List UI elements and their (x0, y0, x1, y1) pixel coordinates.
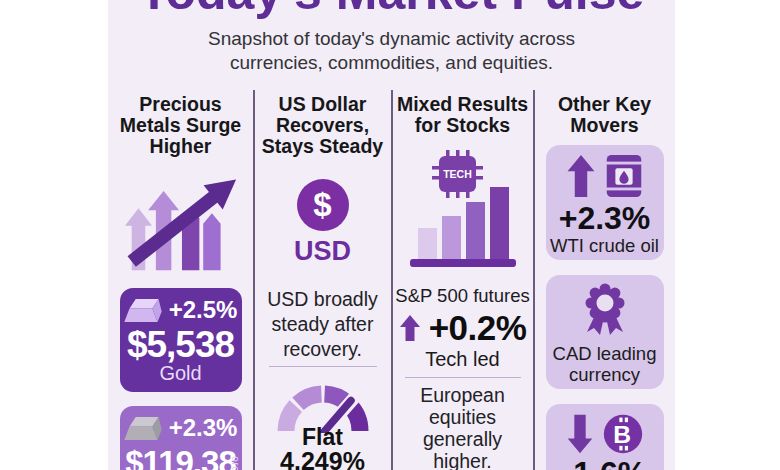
silver-card: +2.3% $119.38 ord (120, 406, 242, 470)
growth-chart-icon (121, 162, 241, 276)
tech-led-note: Tech led (392, 348, 533, 370)
tech-chip-label: TECH (443, 168, 472, 180)
column-header-movers: Other Key Movers (534, 94, 675, 136)
column-header-stocks: Mixed Results for Stocks (392, 94, 533, 136)
dollar-circle-icon: $ (297, 179, 349, 231)
dollar-section-divider (269, 366, 377, 367)
oil-barrel-icon (604, 153, 644, 199)
column-header-dollar: US Dollar Recovers, Stays Steady (254, 94, 391, 157)
medal-icon (578, 283, 632, 337)
bitcoin-icon: B (602, 413, 644, 455)
subtitle-line1: Snapshot of today's dynamic activity acr… (108, 27, 675, 51)
wti-card: +2.3% WTI crude oil (546, 145, 664, 260)
silver-bar-icon (124, 415, 162, 442)
wti-change: +2.3% (549, 203, 661, 233)
wti-label: WTI crude oil (549, 235, 661, 256)
subtitle: Snapshot of today's dynamic activity acr… (108, 27, 675, 75)
gold-card: +2.5% $5,538 Gold (120, 288, 242, 392)
gold-change: +2.5% (169, 296, 238, 324)
sp500-up-arrow-icon (399, 314, 421, 342)
silver-price: $119.38 (124, 444, 238, 470)
sp500-label: S&P 500 futures (392, 285, 533, 307)
cad-label: CAD leading currency (549, 343, 661, 385)
column-other-movers: Other Key Movers +2.3% WTI crude oil (534, 88, 675, 470)
column-stocks: Mixed Results for Stocks TECH S&P 500 fu… (392, 88, 533, 470)
stocks-section-divider (405, 377, 521, 378)
infographic-panel: Today's Market Pulse Snapshot of today's… (108, 0, 675, 470)
dollar-body-text: USD broadly steady after recovery. (254, 287, 391, 362)
bitcoin-change: -1.6% (549, 458, 661, 470)
silver-side-label: ord (230, 456, 241, 470)
up-arrow-icon (565, 153, 597, 199)
down-arrow-icon (565, 413, 595, 455)
gauge-value: 4.249% (254, 449, 391, 470)
column-us-dollar: US Dollar Recovers, Stays Steady $ USD U… (254, 88, 391, 470)
gold-label: Gold (124, 363, 238, 384)
bitcoin-card: B -1.6% (546, 404, 664, 470)
column-header-metals: Precious Metals Surge Higher (108, 94, 253, 157)
column-precious-metals: Precious Metals Surge Higher +2.5% $5,53… (108, 88, 253, 470)
silver-change: +2.3% (169, 414, 238, 442)
stocks-body-text: European equities generally higher. (392, 384, 533, 470)
gold-bar-icon (124, 297, 162, 324)
sp500-change: +0.2% (429, 308, 527, 348)
gauge-label: Flat (254, 426, 391, 449)
page-title: Today's Market Pulse (108, 0, 675, 21)
cad-card: CAD leading currency (546, 275, 664, 389)
usd-label: USD (254, 236, 391, 267)
svg-text:B: B (613, 421, 631, 448)
gold-price: $5,538 (124, 326, 238, 363)
tech-chip-bar-chart-icon: TECH (408, 150, 518, 268)
subtitle-line2: currencies, commodities, and equities. (108, 51, 675, 75)
